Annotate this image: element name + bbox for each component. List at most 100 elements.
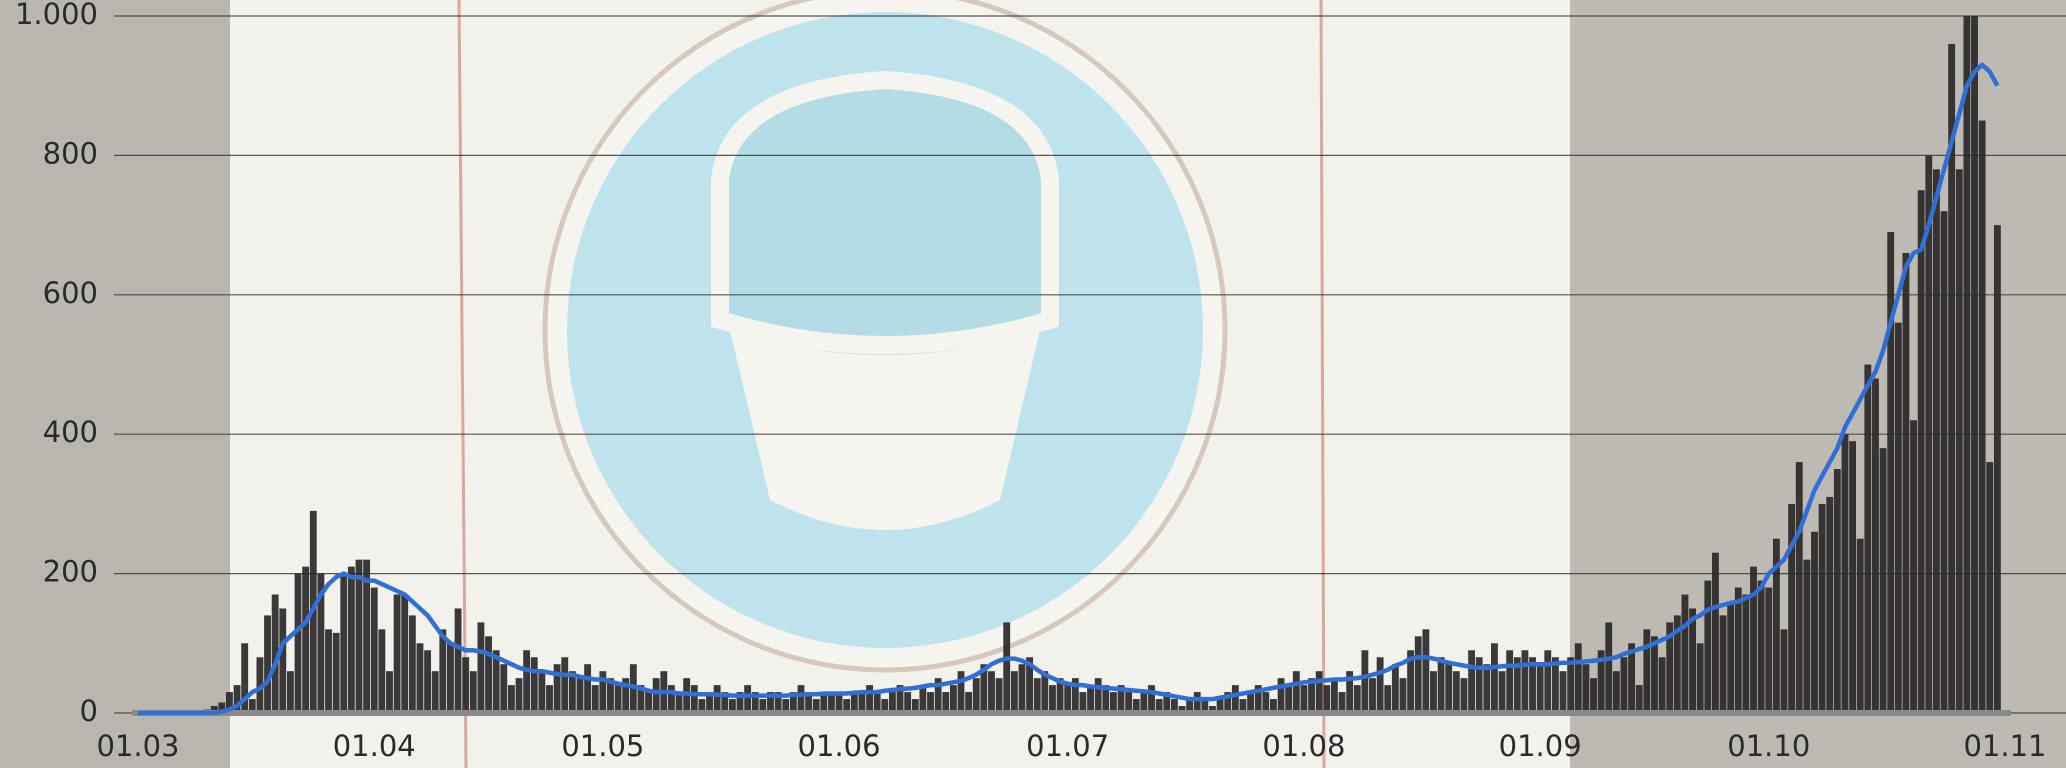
bar	[1796, 462, 1803, 713]
bar	[447, 643, 454, 713]
bar	[1544, 650, 1551, 713]
bar	[1430, 671, 1437, 713]
bar	[1788, 504, 1795, 713]
bar	[1232, 685, 1239, 713]
bar	[1857, 539, 1864, 713]
bar	[1148, 685, 1155, 713]
bar	[1720, 615, 1727, 713]
bar	[1445, 664, 1452, 713]
bar	[401, 595, 408, 713]
bar	[1971, 16, 1978, 713]
bar	[325, 629, 332, 713]
bar	[1842, 434, 1849, 713]
bar	[1864, 365, 1871, 714]
bar	[927, 692, 934, 713]
bar	[592, 685, 599, 713]
bar	[1590, 678, 1597, 713]
bar	[965, 692, 972, 713]
bar	[1468, 650, 1475, 713]
bar	[1125, 692, 1132, 713]
bar	[1643, 629, 1650, 713]
bar	[859, 692, 866, 713]
bar	[1986, 462, 1993, 713]
bar	[386, 671, 393, 713]
bar	[1110, 692, 1117, 713]
bar	[1400, 678, 1407, 713]
bar	[1560, 671, 1567, 713]
bar	[950, 685, 957, 713]
bar	[1438, 657, 1445, 713]
bar	[1392, 664, 1399, 713]
bar	[1758, 581, 1765, 713]
bar	[1697, 643, 1704, 713]
bar	[477, 622, 484, 713]
bar	[1461, 678, 1468, 713]
bar	[1034, 678, 1041, 713]
bar	[1316, 671, 1323, 713]
bar	[1582, 664, 1589, 713]
y-tick-label: 1.000	[15, 0, 98, 31]
bar	[1979, 121, 1986, 713]
bar	[538, 671, 545, 713]
bar	[462, 657, 469, 713]
bar	[1941, 211, 1948, 713]
bar	[1491, 643, 1498, 713]
bar	[523, 650, 530, 713]
bar	[1811, 532, 1818, 713]
bar	[1300, 685, 1307, 713]
bar	[1727, 601, 1734, 713]
bar	[1567, 657, 1574, 713]
bar	[1377, 657, 1384, 713]
sign-head	[720, 80, 1050, 345]
bar	[1019, 664, 1026, 713]
bar	[1712, 553, 1719, 713]
bar	[279, 608, 286, 713]
bar	[417, 643, 424, 713]
bar	[615, 685, 622, 713]
y-tick-label: 0	[80, 694, 98, 728]
x-tick-label: 01.08	[1262, 729, 1345, 763]
bar	[1682, 595, 1689, 713]
bar	[485, 636, 492, 713]
x-tick-label: 01.05	[561, 729, 644, 763]
bar	[1651, 636, 1658, 713]
bar	[561, 657, 568, 713]
bar	[409, 615, 416, 713]
bar	[1247, 692, 1254, 713]
bar	[1742, 595, 1749, 713]
bar	[500, 664, 507, 713]
bar	[1895, 323, 1902, 713]
bar	[1956, 169, 1963, 713]
bar	[798, 685, 805, 713]
x-tick-label: 01.09	[1499, 729, 1582, 763]
y-tick-label: 800	[43, 136, 98, 170]
bar	[1613, 671, 1620, 713]
bar	[1194, 692, 1201, 713]
bar	[287, 671, 294, 713]
bar	[1826, 497, 1833, 713]
bar	[1361, 650, 1368, 713]
bar	[958, 671, 965, 713]
page: {"chart_data": { "type": "combo", "grid"…	[0, 0, 2066, 768]
bar	[904, 692, 911, 713]
bar	[973, 678, 980, 713]
bar	[531, 657, 538, 713]
bar	[1262, 692, 1269, 713]
bar	[1903, 253, 1910, 713]
x-tick-label: 01.04	[333, 729, 416, 763]
bar	[264, 615, 271, 713]
bar	[371, 588, 378, 713]
bar	[302, 567, 309, 713]
x-tick-label: 01.07	[1026, 729, 1109, 763]
bar	[1781, 629, 1788, 713]
bar	[1621, 657, 1628, 713]
bar	[1339, 692, 1346, 713]
bar	[424, 650, 431, 713]
bar	[508, 685, 515, 713]
bar	[1011, 671, 1018, 713]
bar	[1331, 678, 1338, 713]
bar	[1819, 504, 1826, 713]
bar	[1910, 420, 1917, 713]
bar	[1064, 685, 1071, 713]
bar	[1369, 678, 1376, 713]
